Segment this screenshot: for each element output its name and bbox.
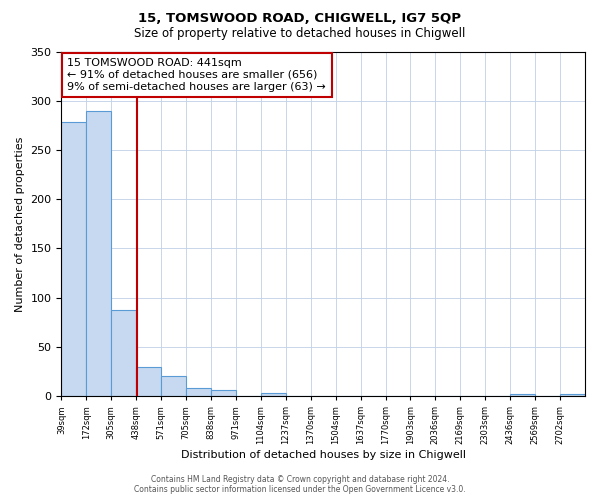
- Bar: [261, 393, 286, 396]
- Bar: [186, 388, 211, 396]
- Bar: [86, 110, 111, 396]
- Bar: [161, 376, 186, 396]
- Bar: [111, 310, 136, 396]
- Text: Size of property relative to detached houses in Chigwell: Size of property relative to detached ho…: [134, 28, 466, 40]
- Bar: [61, 122, 86, 396]
- Bar: [510, 394, 535, 396]
- Bar: [560, 394, 585, 396]
- Bar: [211, 390, 236, 396]
- Text: Contains HM Land Registry data © Crown copyright and database right 2024.
Contai: Contains HM Land Registry data © Crown c…: [134, 474, 466, 494]
- Text: 15, TOMSWOOD ROAD, CHIGWELL, IG7 5QP: 15, TOMSWOOD ROAD, CHIGWELL, IG7 5QP: [139, 12, 461, 26]
- Bar: [136, 366, 161, 396]
- X-axis label: Distribution of detached houses by size in Chigwell: Distribution of detached houses by size …: [181, 450, 466, 460]
- Y-axis label: Number of detached properties: Number of detached properties: [15, 136, 25, 312]
- Text: 15 TOMSWOOD ROAD: 441sqm
← 91% of detached houses are smaller (656)
9% of semi-d: 15 TOMSWOOD ROAD: 441sqm ← 91% of detach…: [67, 58, 326, 92]
